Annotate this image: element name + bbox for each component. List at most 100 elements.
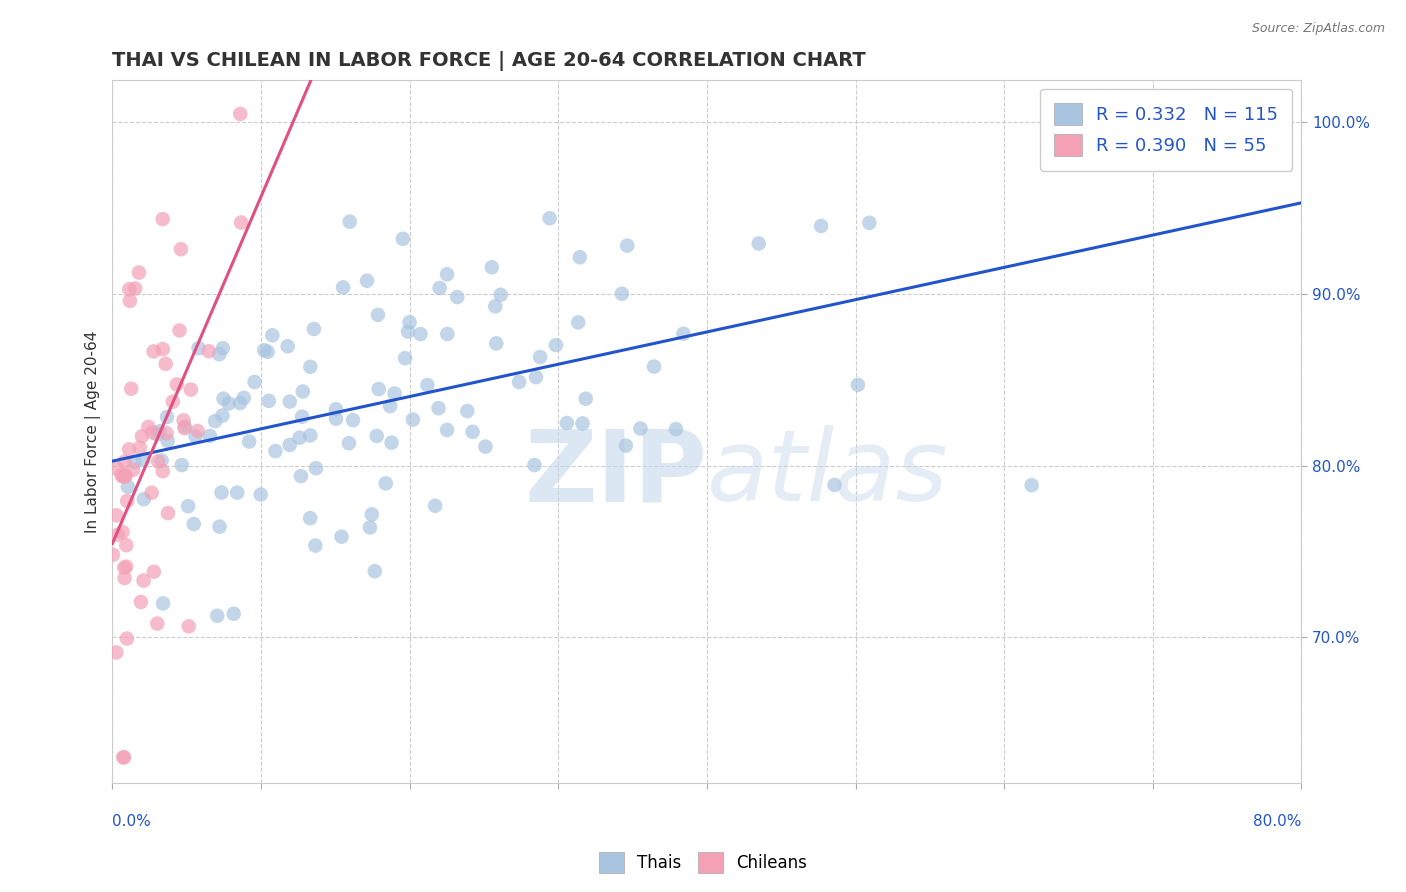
Point xyxy=(359,520,381,534)
Point xyxy=(114,455,136,469)
Point xyxy=(429,281,451,295)
Point xyxy=(325,411,347,425)
Point xyxy=(264,444,287,458)
Text: atlas: atlas xyxy=(707,425,949,522)
Point xyxy=(150,453,173,467)
Point xyxy=(1021,478,1043,492)
Point xyxy=(128,441,150,455)
Point xyxy=(575,392,598,406)
Point xyxy=(112,750,135,764)
Point xyxy=(610,286,633,301)
Point xyxy=(461,425,484,439)
Point xyxy=(342,413,364,427)
Point xyxy=(129,595,152,609)
Point xyxy=(456,404,478,418)
Point xyxy=(290,469,312,483)
Point xyxy=(538,211,561,226)
Point xyxy=(124,455,146,469)
Point xyxy=(291,409,314,424)
Point xyxy=(212,341,235,355)
Point xyxy=(436,326,458,341)
Point xyxy=(366,429,388,443)
Point xyxy=(858,216,880,230)
Point xyxy=(115,538,138,552)
Point xyxy=(218,396,240,410)
Point xyxy=(207,608,229,623)
Legend: Thais, Chileans: Thais, Chileans xyxy=(592,846,814,880)
Point xyxy=(177,619,200,633)
Point xyxy=(299,511,322,525)
Point xyxy=(409,327,432,342)
Point xyxy=(278,394,301,409)
Point xyxy=(277,339,299,353)
Point xyxy=(212,392,235,406)
Point xyxy=(105,645,128,659)
Point xyxy=(222,607,245,621)
Point xyxy=(156,409,179,424)
Point xyxy=(105,508,128,523)
Point xyxy=(243,375,266,389)
Point xyxy=(1056,112,1078,126)
Point xyxy=(364,564,387,578)
Point xyxy=(489,287,512,301)
Point xyxy=(299,428,322,442)
Point xyxy=(187,341,209,355)
Point xyxy=(330,530,353,544)
Point xyxy=(170,458,193,472)
Point xyxy=(665,422,688,436)
Point xyxy=(229,215,252,229)
Point xyxy=(748,236,770,251)
Point xyxy=(810,219,832,233)
Point xyxy=(132,574,155,588)
Point xyxy=(166,377,188,392)
Point xyxy=(485,336,508,351)
Point xyxy=(114,469,136,483)
Point xyxy=(508,375,530,389)
Point xyxy=(481,260,503,275)
Point xyxy=(132,453,155,467)
Point xyxy=(173,413,195,427)
Point xyxy=(367,382,389,396)
Point xyxy=(208,347,231,361)
Point xyxy=(208,519,231,533)
Point xyxy=(141,485,163,500)
Point xyxy=(332,280,354,294)
Point xyxy=(152,212,174,227)
Point xyxy=(115,632,138,646)
Point xyxy=(360,508,382,522)
Point xyxy=(128,266,150,280)
Point xyxy=(446,290,468,304)
Point xyxy=(152,342,174,356)
Point xyxy=(173,421,195,435)
Point xyxy=(427,401,450,416)
Point xyxy=(392,232,415,246)
Point xyxy=(115,494,138,508)
Point xyxy=(211,485,233,500)
Text: ZIP: ZIP xyxy=(524,425,707,522)
Point xyxy=(115,559,138,574)
Point xyxy=(337,436,360,450)
Point xyxy=(162,394,184,409)
Point xyxy=(197,344,219,359)
Point xyxy=(124,281,146,295)
Point xyxy=(155,426,177,441)
Point xyxy=(112,561,135,575)
Point xyxy=(183,516,205,531)
Point xyxy=(367,308,389,322)
Point xyxy=(568,250,591,264)
Point xyxy=(396,325,419,339)
Point xyxy=(394,351,416,366)
Point xyxy=(229,107,252,121)
Point xyxy=(339,215,361,229)
Point xyxy=(616,238,638,252)
Point xyxy=(141,425,163,440)
Point xyxy=(374,476,396,491)
Point xyxy=(484,299,506,313)
Point xyxy=(122,463,145,477)
Point xyxy=(416,378,439,392)
Text: 80.0%: 80.0% xyxy=(1253,814,1302,829)
Text: 0.0%: 0.0% xyxy=(112,814,152,829)
Point xyxy=(474,440,496,454)
Point xyxy=(436,268,458,282)
Point xyxy=(180,383,202,397)
